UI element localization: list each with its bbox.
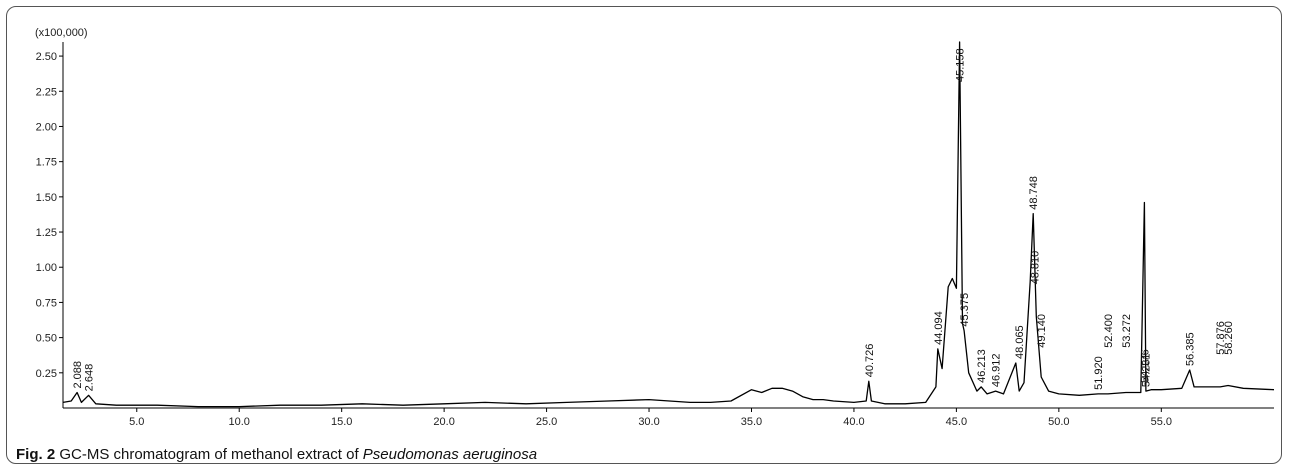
y-tick-label: 2.25: [36, 86, 57, 98]
x-tick-label: 50.0: [1048, 416, 1069, 428]
chromatogram-trace: [62, 41, 1275, 408]
figure-frame: [6, 6, 1282, 464]
peak-label: 45.375: [959, 293, 971, 327]
peak-label: 46.213: [976, 349, 988, 383]
peak-label: 45.158: [955, 48, 967, 82]
x-tick-label: 15.0: [331, 416, 352, 428]
peak-labels: 2.088 2.648 40.726 44.094 45.158 45.375 46.213…: [72, 48, 1235, 391]
y-tick-label: 2.50: [36, 51, 57, 63]
y-tick-label: 2.00: [36, 121, 57, 133]
y-tick-label: 0.50: [36, 333, 57, 345]
chart-axes: [62, 42, 1274, 409]
x-tick-label: 10.0: [229, 416, 250, 428]
peak-label: 2.088: [72, 361, 84, 389]
caption-fig-number: Fig. 2: [16, 446, 56, 463]
x-tick-label: 40.0: [843, 416, 864, 428]
x-tick-label: 45.0: [946, 416, 967, 428]
y-tick-label: 1.75: [36, 157, 57, 169]
peak-label: 48.810: [1029, 251, 1041, 285]
x-tick-label: 35.0: [741, 416, 762, 428]
peak-label: 56.385: [1185, 332, 1197, 366]
y-tick-label: 1.25: [36, 227, 57, 239]
series-group: [62, 41, 1275, 408]
y-multiplier-label: (x100,000): [35, 27, 88, 39]
peak-label: 48.065: [1014, 325, 1026, 359]
peak-label: 2.648: [84, 364, 96, 392]
caption-species: Pseudomonas aeruginosa: [362, 446, 538, 463]
x-tick-label: 25.0: [536, 416, 557, 428]
y-ticks: 0.25 0.50 0.75 1.00 1.25 1.50 1.75 2.00 2.25 2.50: [36, 51, 63, 380]
peak-label: 48.748: [1028, 176, 1040, 210]
x-tick-label: 20.0: [433, 416, 454, 428]
peak-label: 54.176: [1139, 349, 1151, 383]
peak-label: 57.876: [1215, 321, 1227, 355]
y-tick-label: 0.75: [36, 297, 57, 309]
x-tick-label: 55.0: [1151, 416, 1172, 428]
x-tick-label: 5.0: [129, 416, 144, 428]
peak-label: 40.726: [864, 344, 876, 378]
peak-label: 53.272: [1121, 314, 1133, 348]
figure-caption: Fig. 2 GC-MS chromatogram of methanol ex…: [16, 446, 537, 463]
y-tick-label: 0.25: [36, 368, 57, 380]
y-tick-label: 1.00: [36, 262, 57, 274]
peak-label: 49.140: [1036, 314, 1048, 348]
peak-label: 51.920: [1093, 356, 1105, 390]
peak-label: 46.912: [991, 353, 1003, 387]
peak-label: 58.260: [1223, 321, 1235, 355]
caption-text: GC-MS chromatogram of methanol extract o…: [55, 446, 363, 463]
x-tick-label: 30.0: [638, 416, 659, 428]
chromatogram-chart: 0.25 0.50 0.75 1.00 1.25 1.50 1.75 2.00 2.25 2.50…: [35, 27, 1275, 428]
peak-label: 52.400: [1103, 314, 1115, 348]
y-tick-label: 1.50: [36, 192, 57, 204]
x-ticks: 5.0 10.0 15.0 20.0 25.0 30.0 35.0 40.0 45.0 50.0 5…: [129, 408, 1172, 428]
peak-label: 44.094: [933, 311, 945, 345]
peak-label: 54.231: [1141, 353, 1153, 387]
